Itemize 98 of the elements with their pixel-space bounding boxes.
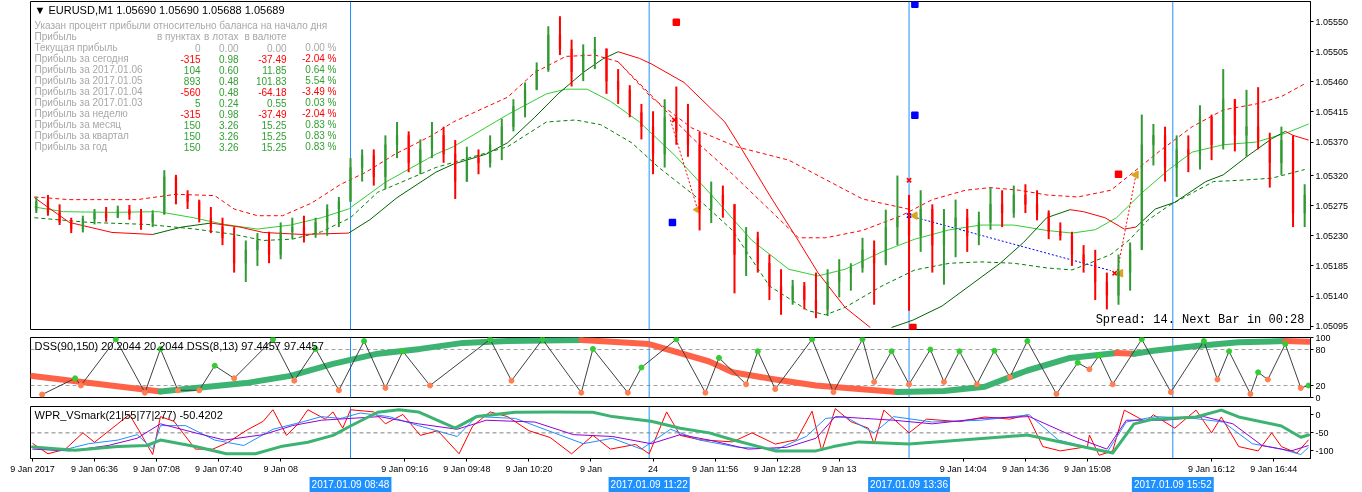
text: в пунктах bbox=[156, 31, 201, 42]
data-label: 0.83 % bbox=[305, 141, 337, 152]
data-label: 0.00 % bbox=[305, 42, 337, 53]
data-label: 150 bbox=[183, 141, 201, 153]
chart-title: ▼ EURUSD,M1 1.05690 1.05690 1.05688 1.05689 bbox=[34, 3, 285, 16]
x-tick-label: 9 Jan 12:28 bbox=[753, 463, 801, 474]
x-tick-label: 9 Jan 06:36 bbox=[70, 463, 119, 474]
y-tick-label: 1.05370 bbox=[1315, 137, 1349, 148]
x-tick-label: 9 Jan 2017 bbox=[10, 463, 55, 474]
data-label: -2.04 % bbox=[302, 53, 337, 64]
text: в валюте bbox=[244, 31, 287, 42]
data-label: 0.98 bbox=[219, 108, 239, 120]
data-label: 0.24 bbox=[219, 97, 239, 109]
data-label: -3.49 % bbox=[302, 86, 337, 97]
y-tick-label: 1.05550 bbox=[1315, 16, 1349, 27]
y-tick-label: 80 bbox=[1315, 344, 1326, 355]
category-label: Прибыль за год bbox=[34, 141, 108, 152]
category-label: Прибыль за 2017.01.03 bbox=[34, 97, 143, 108]
x-tick-label: 9 Jan 07:08 bbox=[133, 463, 181, 474]
category-label: Прибыль за неделю bbox=[34, 108, 129, 119]
data-label: 5 bbox=[194, 97, 201, 109]
y-tick-label: -50 bbox=[1315, 427, 1329, 438]
x-tick-label: 24 bbox=[648, 463, 659, 474]
y-tick-label: 100 bbox=[1315, 332, 1331, 343]
x-tick-label: 9 Jan 08 bbox=[263, 463, 298, 474]
data-label: 0.98 bbox=[219, 53, 239, 65]
data-label: 0.60 bbox=[219, 64, 239, 76]
category-label: Текущая прибыль bbox=[34, 42, 118, 53]
data-label: -315 bbox=[180, 53, 201, 65]
category-label: Прибыль за квартал bbox=[34, 130, 130, 141]
x-tick-label: 9 Jan 16:12 bbox=[1188, 463, 1236, 474]
data-label: 0.83 % bbox=[305, 130, 337, 141]
x-tick-label: 9 Jan 07:40 bbox=[195, 463, 243, 474]
data-label: 0 bbox=[194, 42, 201, 54]
category-label: Прибыль за 2017.01.04 bbox=[34, 86, 143, 97]
data-label: -2.04 % bbox=[302, 108, 337, 119]
y-tick-label: 0 bbox=[1315, 392, 1321, 403]
data-label: 0.48 bbox=[219, 86, 239, 98]
data-label: 0.48 bbox=[219, 75, 239, 87]
data-label: 0.00 bbox=[219, 42, 239, 54]
y-tick-label: 20 bbox=[1315, 380, 1326, 391]
y-tick-label: 1.05415 bbox=[1315, 106, 1349, 117]
text: Прибыль bbox=[34, 31, 77, 42]
y-tick-label: 0 bbox=[1315, 409, 1321, 420]
data-label: 3.26 bbox=[219, 141, 239, 153]
annotation: Spread: 14. Next Bar in 00:28 bbox=[1095, 312, 1305, 327]
data-label: 0.03 % bbox=[305, 97, 337, 108]
category-label: Прибыль за 2017.01.06 bbox=[34, 64, 143, 75]
data-label: 0.00 bbox=[267, 42, 287, 54]
ref-line-label: 2017.01.09 11:22 bbox=[610, 479, 689, 490]
data-label: -315 bbox=[180, 108, 201, 120]
x-tick-label: 9 Jan 15:08 bbox=[1063, 463, 1111, 474]
data-label: -560 bbox=[180, 86, 201, 98]
category-label: Прибыль за 2017.01.05 bbox=[34, 75, 143, 86]
data-label: 0.64 % bbox=[305, 64, 337, 75]
data-label: 893 bbox=[183, 75, 201, 87]
ref-line-label: 2017.01.09 13:36 bbox=[870, 479, 949, 490]
x-tick-label: 9 Jan 09:16 bbox=[381, 463, 429, 474]
category-label: Прибыль за месяц bbox=[34, 119, 122, 130]
data-label: 101.83 bbox=[255, 75, 287, 87]
x-tick-label: 9 Jan 11:56 bbox=[691, 463, 739, 474]
text: в лотах bbox=[204, 31, 239, 42]
data-label: -37.49 bbox=[258, 108, 287, 120]
data-label: -64.18 bbox=[258, 86, 287, 98]
x-tick-label: 9 Jan 10:20 bbox=[505, 463, 553, 474]
y-tick-label: 1.05230 bbox=[1315, 230, 1349, 241]
y-tick-label: 1.05275 bbox=[1315, 200, 1349, 211]
y-tick-label: -100 bbox=[1315, 445, 1334, 456]
text: Указан процент прибыли относительно баланса на начало дня bbox=[34, 20, 328, 31]
data-label: 5.54 % bbox=[305, 75, 337, 86]
category-label: Прибыль за сегодня bbox=[34, 53, 129, 64]
x-tick-label: 9 Jan 14:04 bbox=[939, 463, 987, 474]
data-label: 150 bbox=[183, 130, 201, 142]
ref-line-label: 2017.01.09 15:52 bbox=[1133, 479, 1213, 490]
y-tick-label: 1.05095 bbox=[1315, 321, 1349, 332]
x-tick-label: 9 Jan bbox=[579, 463, 603, 474]
x-tick-label: 9 Jan 09:48 bbox=[443, 463, 491, 474]
data-label: 3.26 bbox=[219, 130, 239, 142]
y-tick-label: 1.05320 bbox=[1315, 170, 1349, 181]
data-label: 0.55 bbox=[267, 97, 287, 109]
data-label: 104 bbox=[183, 64, 201, 76]
data-label: -37.49 bbox=[258, 53, 287, 65]
y-tick-label: 1.05140 bbox=[1315, 291, 1349, 302]
data-label: 15.25 bbox=[261, 141, 287, 153]
data-label: 0.83 % bbox=[305, 119, 337, 130]
data-label: 150 bbox=[183, 119, 201, 131]
data-label: 3.26 bbox=[219, 119, 239, 131]
x-tick-label: 9 Jan 14:36 bbox=[1001, 463, 1049, 474]
ref-line-label: 2017.01.09 08:48 bbox=[311, 479, 390, 490]
x-tick-label: 9 Jan 16:44 bbox=[1250, 463, 1298, 474]
y-tick-label: 1.05505 bbox=[1315, 46, 1349, 57]
data-label: 15.25 bbox=[261, 130, 287, 142]
y-tick-label: 1.05185 bbox=[1315, 260, 1349, 271]
chart-title: WPR_VSmark(21|55|77|277) -50.4202 bbox=[34, 408, 223, 421]
x-tick-label: 9 Jan 13 bbox=[821, 463, 857, 474]
data-label: 15.25 bbox=[261, 119, 287, 131]
data-label: 11.85 bbox=[262, 64, 287, 76]
y-tick-label: 1.05460 bbox=[1315, 76, 1349, 87]
